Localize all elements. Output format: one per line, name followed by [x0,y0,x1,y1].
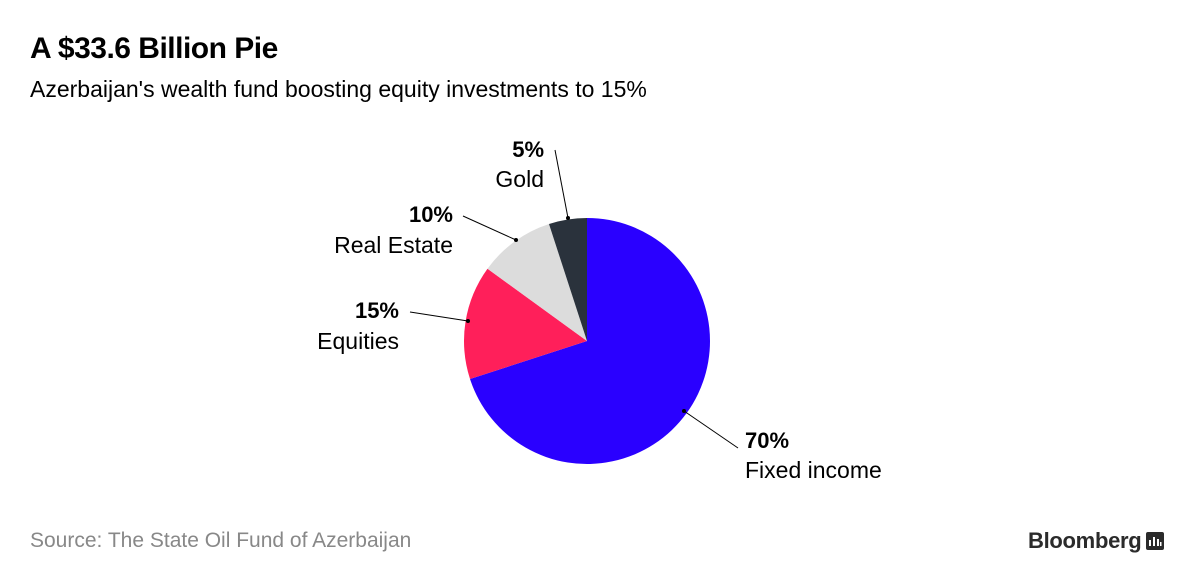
callout-gold: 5% Gold [495,137,570,220]
source-note: Source: The State Oil Fund of Azerbaijan [30,529,412,552]
leader-line [554,149,569,219]
value-label: 15% [355,298,399,323]
category-label: Real Estate [334,232,453,258]
pie-slice-gold [548,218,587,341]
leader-dot [466,319,470,323]
leader-line [683,410,739,449]
brand-name: Bloomberg [1028,528,1142,553]
pie-slice-fixed-income [470,218,710,464]
value-label: 10% [409,202,453,227]
category-label: Fixed income [745,457,882,483]
value-label: 70% [745,428,789,453]
leader-dot [566,216,570,220]
leader-line [462,215,517,241]
chart-title: A $33.6 Billion Pie [30,32,278,65]
callout-real-estate: 10% Real Estate [334,202,518,258]
leader-dot [514,238,518,242]
leader-line [409,311,469,322]
pie-slice-equities [463,268,587,380]
value-label: 5% [512,137,544,162]
category-label: Equities [317,328,399,354]
chart-subtitle: Azerbaijan's wealth fund boosting equity… [30,76,647,102]
pie-callouts: 70% Fixed income 15% Equities 10% Real Estate… [317,137,882,483]
bloomberg-terminal-icon [1146,532,1165,550]
category-label: Gold [495,166,544,192]
pie-slice-real-estate [487,224,587,341]
callout-fixed-income: 70% Fixed income [682,409,882,483]
callout-equities: 15% Equities [317,298,470,354]
leader-dot [682,409,686,413]
pie-slices [463,218,710,464]
brand-logo: Bloomberg [1028,528,1165,554]
